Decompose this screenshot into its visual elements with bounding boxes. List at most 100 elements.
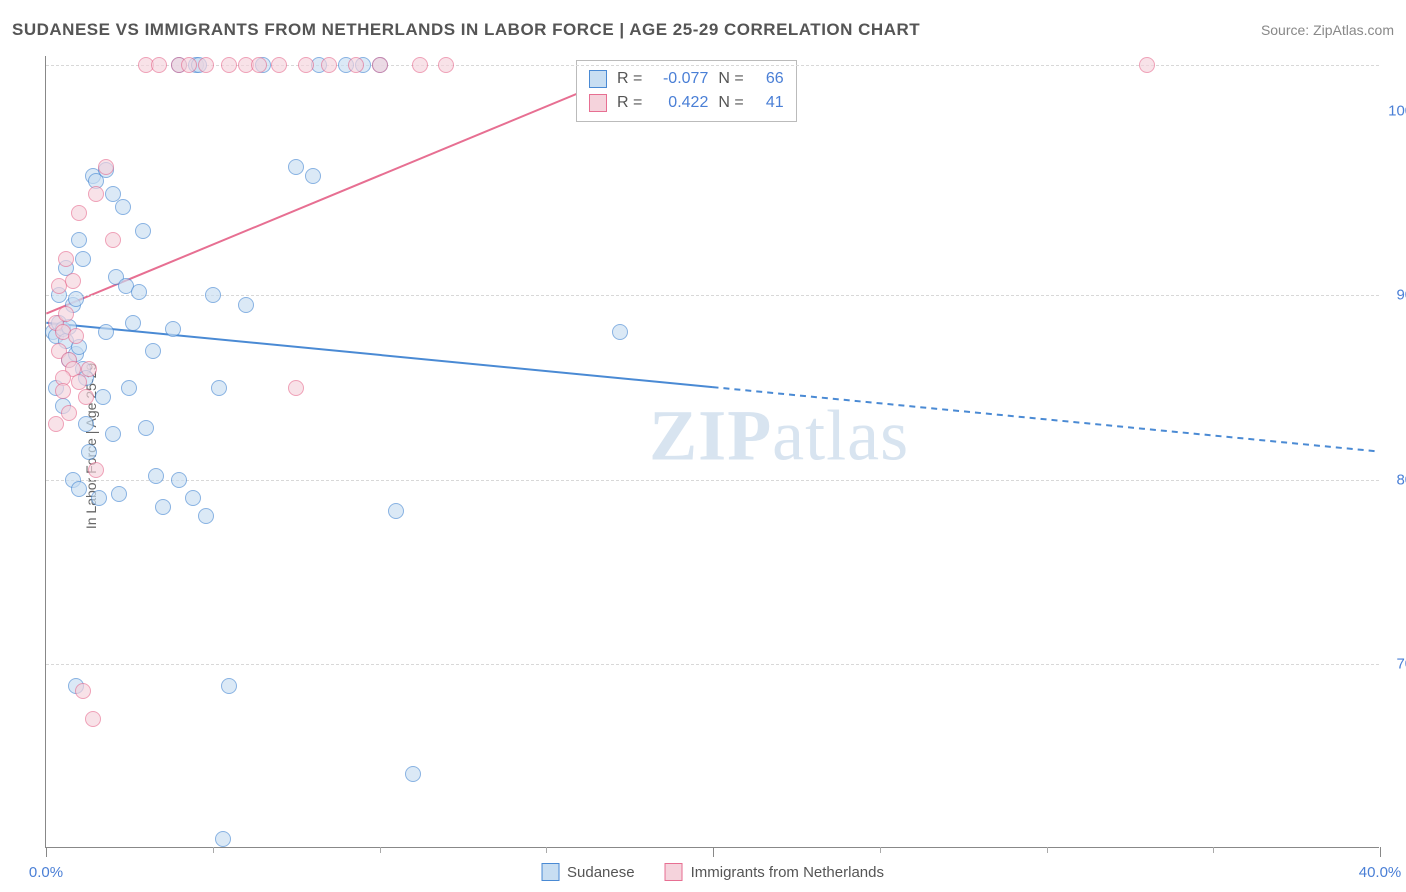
data-point <box>75 251 91 267</box>
y-tick-label: 100.0% <box>1383 103 1406 120</box>
data-point <box>55 383 71 399</box>
legend-swatch <box>541 863 559 881</box>
data-point <box>288 380 304 396</box>
stats-swatch <box>589 94 607 112</box>
legend-swatch <box>665 863 683 881</box>
data-point <box>185 490 201 506</box>
data-point <box>138 420 154 436</box>
data-point <box>205 287 221 303</box>
data-point <box>305 168 321 184</box>
data-point <box>321 57 337 73</box>
data-point <box>215 831 231 847</box>
data-point <box>58 251 74 267</box>
stat-n-val: 41 <box>754 91 784 115</box>
data-point <box>88 462 104 478</box>
data-point <box>125 315 141 331</box>
data-point <box>105 232 121 248</box>
legend-label: Immigrants from Netherlands <box>691 864 884 881</box>
y-tick-label: 80.0% <box>1383 471 1406 488</box>
data-point <box>71 374 87 390</box>
x-tick-minor <box>1213 847 1214 853</box>
x-tick-label: 40.0% <box>1359 864 1402 881</box>
data-point <box>198 508 214 524</box>
data-point <box>65 273 81 289</box>
data-point <box>211 380 227 396</box>
data-point <box>1139 57 1155 73</box>
data-point <box>165 321 181 337</box>
x-tick <box>1380 847 1381 857</box>
data-point <box>612 324 628 340</box>
data-point <box>61 405 77 421</box>
data-point <box>71 205 87 221</box>
data-point <box>288 159 304 175</box>
legend-label: Sudanese <box>567 864 635 881</box>
chart-title: SUDANESE VS IMMIGRANTS FROM NETHERLANDS … <box>12 20 920 40</box>
x-tick-minor <box>880 847 881 853</box>
stats-swatch <box>589 70 607 88</box>
data-point <box>155 499 171 515</box>
data-point <box>98 324 114 340</box>
stats-row: R = -0.077 N = 66 <box>589 67 784 91</box>
data-point <box>81 444 97 460</box>
x-tick-minor <box>546 847 547 853</box>
source-label: Source: ZipAtlas.com <box>1261 22 1394 38</box>
data-point <box>98 159 114 175</box>
data-point <box>78 389 94 405</box>
y-tick-label: 90.0% <box>1383 287 1406 304</box>
data-point <box>115 199 131 215</box>
gridline-h <box>46 480 1379 481</box>
data-point <box>71 232 87 248</box>
data-point <box>412 57 428 73</box>
data-point <box>88 186 104 202</box>
y-tick-label: 70.0% <box>1383 655 1406 672</box>
stat-r-val: 0.422 <box>652 91 708 115</box>
data-point <box>75 683 91 699</box>
legend-item: Sudanese <box>541 863 635 881</box>
stat-n-val: 66 <box>754 67 784 91</box>
data-point <box>68 291 84 307</box>
stats-box: R = -0.077 N = 66 R = 0.422 N = 41 <box>576 60 797 122</box>
data-point <box>181 57 197 73</box>
data-point <box>121 380 137 396</box>
data-point <box>148 468 164 484</box>
x-tick-label: 0.0% <box>29 864 63 881</box>
data-point <box>221 57 237 73</box>
chart-container: SUDANESE VS IMMIGRANTS FROM NETHERLANDS … <box>0 0 1406 892</box>
x-tick-minor <box>213 847 214 853</box>
data-point <box>78 416 94 432</box>
data-point <box>388 503 404 519</box>
x-tick-minor <box>1047 847 1048 853</box>
data-point <box>81 361 97 377</box>
data-point <box>135 223 151 239</box>
plot-area: ZIPatlas R = -0.077 N = 66 R = 0.422 N =… <box>45 56 1379 848</box>
data-point <box>405 766 421 782</box>
legend-item: Immigrants from Netherlands <box>665 863 884 881</box>
stat-n-label: N = <box>718 91 743 115</box>
bottom-legend: Sudanese Immigrants from Netherlands <box>541 863 884 881</box>
stats-row: R = 0.422 N = 41 <box>589 91 784 115</box>
data-point <box>251 57 267 73</box>
data-point <box>105 426 121 442</box>
data-point <box>238 297 254 313</box>
x-tick <box>46 847 47 857</box>
stat-r-val: -0.077 <box>652 67 708 91</box>
stat-n-label: N = <box>718 67 743 91</box>
data-point <box>198 57 214 73</box>
data-point <box>348 57 364 73</box>
data-point <box>221 678 237 694</box>
data-point <box>91 490 107 506</box>
stat-r-label: R = <box>617 67 642 91</box>
x-tick <box>713 847 714 857</box>
stat-r-label: R = <box>617 91 642 115</box>
data-point <box>171 472 187 488</box>
trend-line <box>46 65 646 313</box>
data-point <box>145 343 161 359</box>
watermark-bold: ZIP <box>649 395 772 475</box>
data-point <box>372 57 388 73</box>
data-point <box>271 57 287 73</box>
watermark-light: atlas <box>772 395 909 475</box>
data-point <box>298 57 314 73</box>
x-tick-minor <box>380 847 381 853</box>
data-point <box>438 57 454 73</box>
data-point <box>48 416 64 432</box>
